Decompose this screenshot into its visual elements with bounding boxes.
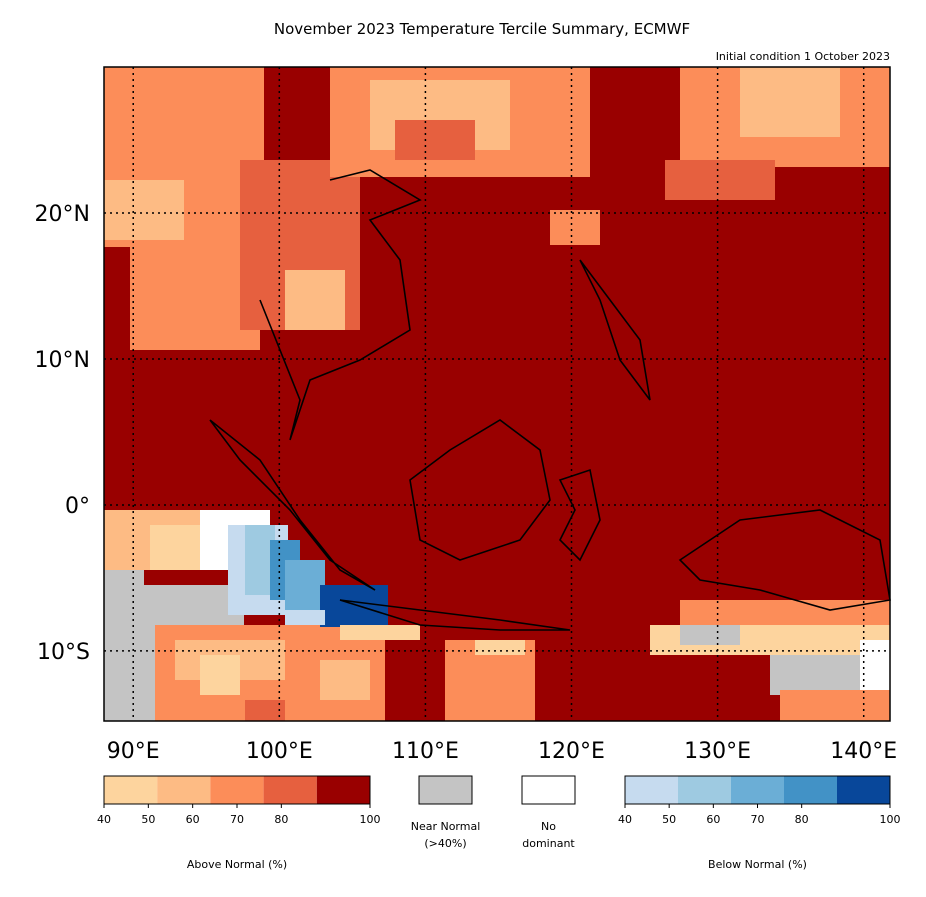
colorbar-swatch bbox=[837, 776, 890, 804]
colorbar-swatch bbox=[210, 776, 264, 804]
colorbar-tick-label: 50 bbox=[141, 813, 155, 826]
colorbar-tick-label: 40 bbox=[97, 813, 111, 826]
x-tick-label: 90°E bbox=[107, 739, 160, 764]
colorbar-swatch bbox=[104, 776, 158, 804]
coastlines bbox=[209, 169, 891, 631]
map bbox=[103, 66, 891, 722]
legend-label: (>40%) bbox=[424, 837, 466, 850]
y-tick-label: 10°N bbox=[35, 348, 90, 373]
x-tick-label: 120°E bbox=[538, 739, 605, 764]
legend-swatch bbox=[521, 775, 576, 805]
legend-swatch bbox=[418, 775, 473, 805]
y-tick-label: 10°S bbox=[37, 640, 90, 665]
colorbar-label: Below Normal (%) bbox=[708, 858, 807, 871]
colorbar-tick-label: 40 bbox=[618, 813, 632, 826]
x-tick-label: 100°E bbox=[246, 739, 313, 764]
colorbar-swatch bbox=[157, 776, 211, 804]
colorbar-tick-label: 80 bbox=[795, 813, 809, 826]
legend: 40 50 60 70 80 100 Above Normal (%) 40 50 60 70 80 1… bbox=[97, 775, 901, 871]
colorbar-tick-label: 100 bbox=[360, 813, 381, 826]
legend-label: Near Normal bbox=[411, 820, 481, 833]
x-tick-label: 110°E bbox=[392, 739, 459, 764]
colorbar-swatch bbox=[731, 776, 784, 804]
legend-label: dominant bbox=[522, 837, 575, 850]
legend-label: No bbox=[541, 820, 556, 833]
colorbar-swatch bbox=[784, 776, 837, 804]
subtitle: Initial condition 1 October 2023 bbox=[716, 50, 890, 63]
x-tick-label: 140°E bbox=[830, 739, 897, 764]
colorbar-tick-label: 60 bbox=[186, 813, 200, 826]
colorbar-tick-label: 80 bbox=[274, 813, 288, 826]
colorbar-tick-label: 60 bbox=[706, 813, 720, 826]
colorbar-label: Above Normal (%) bbox=[187, 858, 287, 871]
y-tick-label: 0° bbox=[65, 494, 90, 519]
colorbar-swatch bbox=[678, 776, 731, 804]
colorbar-tick-label: 70 bbox=[751, 813, 765, 826]
colorbar-tick-label: 100 bbox=[880, 813, 901, 826]
colorbar-swatch bbox=[316, 776, 370, 804]
colorbar-swatch bbox=[625, 776, 678, 804]
y-tick-label: 20°N bbox=[35, 202, 90, 227]
map-frame bbox=[103, 66, 891, 722]
colorbar-tick-label: 50 bbox=[662, 813, 676, 826]
colorbar-tick-label: 70 bbox=[230, 813, 244, 826]
title: November 2023 Temperature Tercile Summar… bbox=[274, 20, 690, 38]
colorbar-swatch bbox=[263, 776, 317, 804]
x-tick-label: 130°E bbox=[684, 739, 751, 764]
